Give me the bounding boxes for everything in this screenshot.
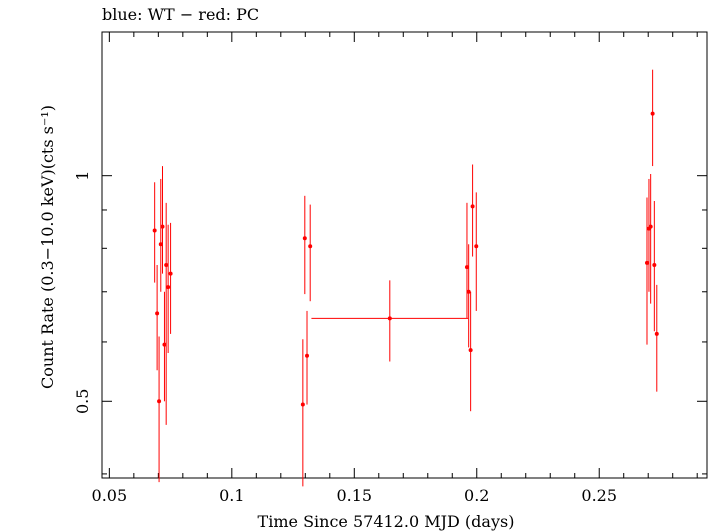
point-marker [474, 244, 479, 249]
axis-tick-labels: 0.05 0.1 0.15 0.2 0.25 0.5 1 [73, 171, 617, 505]
data-point [652, 201, 657, 332]
point-marker [644, 260, 649, 265]
y-tick-label: 0.5 [73, 389, 92, 414]
point-marker [166, 285, 171, 290]
data-point [157, 336, 162, 483]
data-point [305, 310, 310, 405]
data-point [466, 244, 471, 348]
point-marker [302, 236, 307, 241]
data-point [166, 224, 171, 353]
data-point [152, 182, 157, 283]
data-point [164, 202, 169, 425]
y-tick-label: 1 [73, 171, 92, 181]
x-axis-label: Time Since 57412.0 MJD (days) [258, 512, 515, 531]
point-marker [470, 204, 475, 209]
data-point [302, 195, 307, 295]
point-marker [387, 316, 392, 321]
point-marker [648, 224, 653, 229]
point-marker [300, 402, 305, 407]
point-marker [158, 242, 163, 247]
data-point [648, 174, 653, 304]
data-point [162, 291, 167, 402]
point-marker [468, 348, 473, 353]
data-point [155, 265, 160, 371]
x-tick-label: 0.1 [219, 486, 244, 505]
point-marker [164, 263, 169, 268]
data-point [311, 280, 469, 362]
chart-title: blue: WT − red: PC [102, 5, 259, 24]
data-point [654, 284, 659, 392]
x-tick-label: 0.15 [336, 486, 372, 505]
point-marker [162, 342, 167, 347]
point-marker [160, 224, 165, 229]
data-point [468, 291, 473, 412]
data-points [152, 69, 659, 487]
data-point [308, 204, 313, 302]
point-marker [155, 311, 160, 316]
data-point [160, 166, 165, 274]
point-marker [654, 331, 659, 336]
data-point [168, 222, 173, 334]
data-point [474, 192, 479, 311]
data-point [464, 202, 469, 319]
plot-frame [101, 31, 708, 479]
point-marker [464, 265, 469, 270]
axis-ticks [102, 32, 707, 478]
point-marker [152, 228, 157, 233]
x-tick-label: 0.05 [92, 486, 128, 505]
point-marker [652, 263, 657, 268]
data-point [644, 197, 649, 345]
data-point [470, 164, 475, 257]
point-marker [168, 271, 173, 276]
data-point [650, 69, 655, 167]
point-marker [305, 353, 310, 358]
x-tick-label: 0.2 [464, 486, 489, 505]
data-point [158, 178, 163, 292]
y-axis-label: Count Rate (0.3−10.0 keV)(cts s⁻¹) [38, 105, 57, 389]
point-marker [650, 111, 655, 116]
data-point [300, 339, 305, 487]
x-tick-label: 0.25 [581, 486, 617, 505]
point-marker [157, 399, 162, 404]
point-marker [308, 244, 313, 249]
point-marker [466, 289, 471, 294]
